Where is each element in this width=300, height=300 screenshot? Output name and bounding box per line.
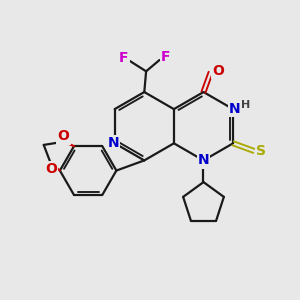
Text: H: H (241, 100, 250, 110)
Text: S: S (256, 144, 266, 158)
Text: F: F (161, 50, 170, 64)
Text: N: N (198, 153, 209, 167)
Text: F: F (119, 51, 129, 65)
Text: O: O (45, 162, 57, 176)
Text: N: N (229, 102, 240, 116)
Text: O: O (212, 64, 224, 78)
Text: O: O (58, 129, 69, 143)
Text: N: N (107, 136, 119, 150)
